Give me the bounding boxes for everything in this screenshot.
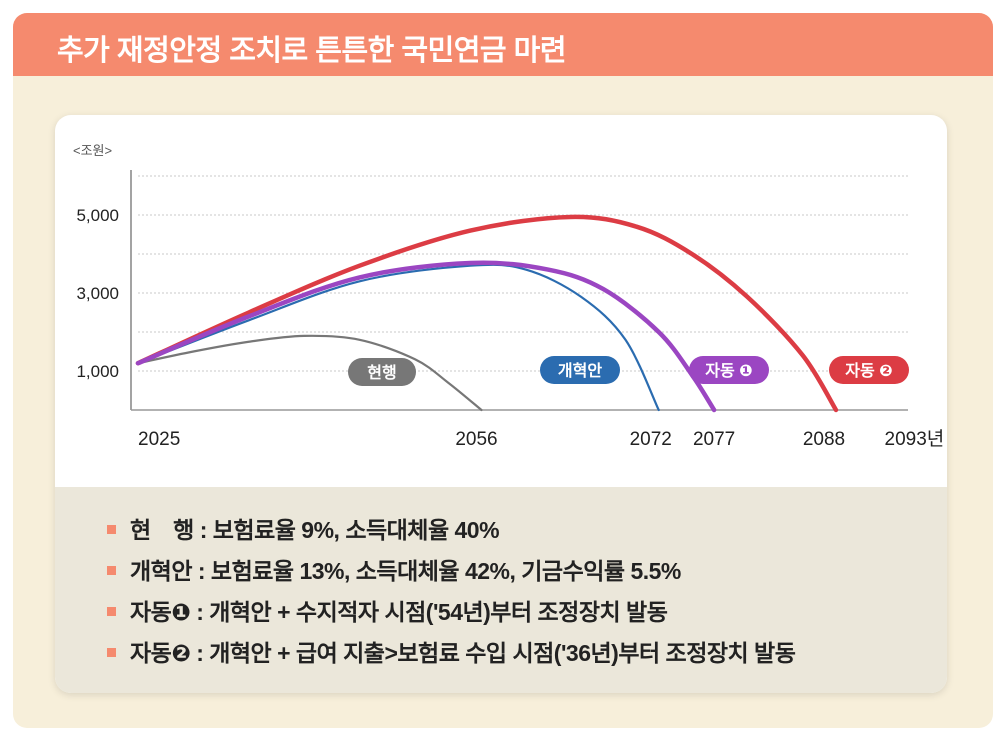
y-tick-label: 3,000: [76, 284, 119, 303]
bullet-icon: [107, 525, 116, 535]
series-line-1: [136, 263, 660, 412]
x-tick-label: 2088: [803, 429, 845, 450]
note-text: : 보험료율 9%, 소득대체율 40%: [199, 517, 500, 543]
note-label: 자동❶: [130, 599, 191, 625]
series-badge: [348, 358, 416, 386]
note-text: : 개혁안 + 급여 지출>보험료 수입 시점('36년)부터 조정장치 발동: [196, 640, 796, 666]
x-tick-label: 2025: [138, 429, 180, 450]
bullet-icon: [107, 607, 116, 617]
series-line-2: [135, 260, 717, 413]
note-text: : 개혁안 + 수지적자 시점('54년)부터 조정장치 발동: [196, 599, 668, 625]
note-label: 개혁안: [130, 558, 192, 584]
bullet-icon: [107, 566, 116, 576]
note-label: 현 행: [130, 517, 194, 543]
series-badge-label: 자동 ❷: [845, 362, 892, 380]
series-line-3: [135, 214, 839, 413]
series-badge-label: 개혁안: [558, 361, 602, 380]
note-text: : 보험료율 13%, 소득대체율 42%, 기금수익률 5.5%: [197, 558, 682, 584]
note-reform: 개혁안 : 보험료율 13%, 소득대체율 42%, 기금수익률 5.5%: [107, 552, 681, 586]
note-auto1: 자동❶ : 개혁안 + 수지적자 시점('54년)부터 조정장치 발동: [107, 593, 668, 627]
series-badge-label: 현행: [367, 363, 396, 382]
x-tick-label: 2056: [455, 429, 497, 450]
series-badge: [540, 356, 620, 384]
y-tick-label: 5,000: [76, 206, 119, 225]
note-label: 자동❷: [130, 640, 191, 666]
x-tick-label: 2072: [630, 429, 672, 450]
bullet-icon: [107, 648, 116, 658]
legend-notes: 현 행 : 보험료율 9%, 소득대체율 40% 개혁안 : 보험료율 13%,…: [55, 487, 947, 693]
y-unit-label: <조원>: [73, 143, 112, 158]
chart-card: <조원> 1,000 3,000 5,000 2025 2056 2072 2077 2088 2…: [55, 115, 947, 693]
note-auto2: 자동❷ : 개혁안 + 급여 지출>보험료 수입 시점('36년)부터 조정장치…: [107, 634, 796, 668]
line-chart: <조원> 1,000 3,000 5,000 2025 2056 2072 2077 2088 2…: [73, 143, 945, 450]
series-badge: [829, 356, 909, 384]
series-line-0: [136, 334, 483, 412]
y-tick-label: 1,000: [76, 362, 119, 381]
page-title: 추가 재정안정 조치로 튼튼한 국민연금 마련: [57, 35, 567, 67]
note-current: 현 행 : 보험료율 9%, 소득대체율 40%: [107, 511, 500, 545]
series-badge: [689, 356, 769, 384]
x-tick-label: 2093년: [885, 428, 945, 450]
series-badge-label: 자동 ❶: [705, 362, 752, 380]
x-tick-label: 2077: [693, 429, 735, 450]
header-bar: 추가 재정안정 조치로 튼튼한 국민연금 마련: [13, 13, 993, 76]
